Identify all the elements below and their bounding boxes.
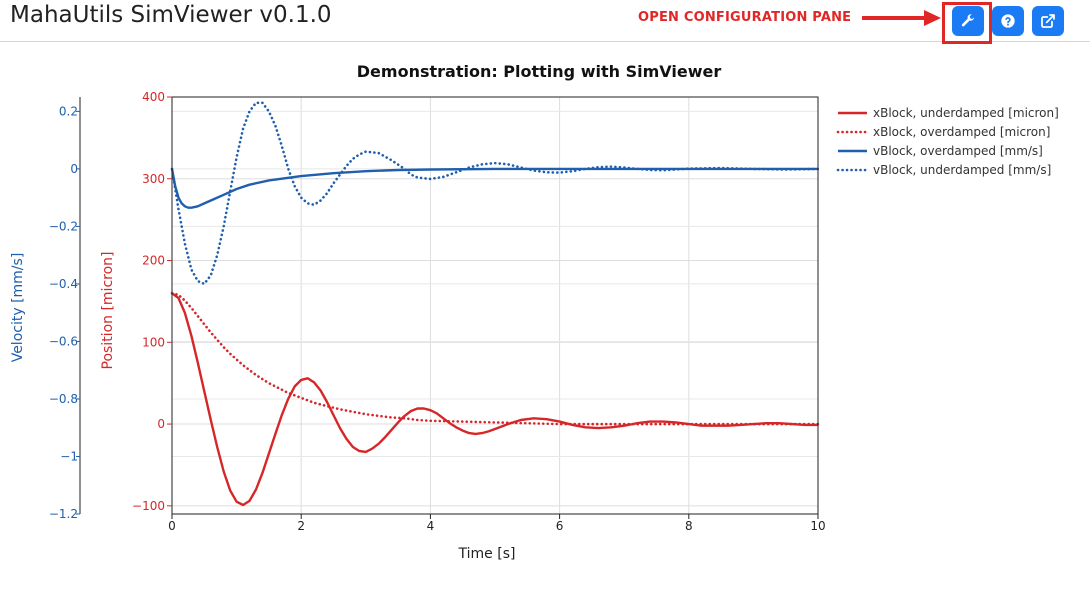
x-tick-label: 2	[297, 519, 305, 533]
plot-border	[171, 96, 819, 515]
external-link-icon	[1041, 14, 1055, 28]
velocity-tick-label: 0	[70, 162, 78, 176]
legend-label-2: vBlock, overdamped [mm/s]	[873, 144, 1043, 158]
velocity-tick-label: −1	[60, 449, 78, 463]
legend-label-1: xBlock, overdamped [micron]	[873, 125, 1050, 139]
x-tick-label: 6	[556, 519, 564, 533]
app-header: MahaUtils SimViewer v0.1.0 OPEN CONFIGUR…	[0, 0, 1090, 44]
x-tick-label: 10	[810, 519, 825, 533]
popout-button[interactable]	[1032, 6, 1064, 36]
x-tick-label: 4	[427, 519, 435, 533]
chart-title: Demonstration: Plotting with SimViewer	[357, 62, 722, 81]
velocity-tick-label: −0.8	[49, 392, 78, 406]
series-group	[170, 101, 820, 507]
annotation-label: OPEN CONFIGURATION PANE	[638, 10, 852, 25]
position-axis-label: Position [micron]	[100, 252, 116, 370]
velocity-tick-label: −1.2	[49, 507, 78, 521]
annotation-arrow-icon	[862, 10, 941, 26]
legend: xBlock, underdamped [micron] xBlock, over…	[836, 106, 1059, 177]
velocity-tick-label: −0.2	[49, 219, 78, 233]
app-title: MahaUtils SimViewer v0.1.0	[10, 2, 332, 28]
velocity-tick-label: −0.4	[49, 277, 78, 291]
x-tick-label: 0	[168, 519, 176, 533]
velocity-tick-label: −0.6	[49, 334, 78, 348]
series-line-3	[170, 101, 820, 286]
velocity-axis-label: Velocity [mm/s]	[10, 253, 26, 363]
position-tick-label: 200	[142, 254, 165, 268]
series-line-1	[170, 291, 820, 426]
wrench-icon	[961, 14, 975, 27]
velocity-tick-label: 0.2	[59, 104, 78, 118]
series-line-0	[171, 292, 818, 507]
x-axis-label: Time [s]	[458, 546, 516, 562]
position-tick-label: 400	[142, 90, 165, 104]
plot-area	[172, 97, 818, 514]
help-circle-icon	[1001, 14, 1015, 28]
position-tick-label: −100	[132, 499, 165, 513]
position-tick-label: 300	[142, 172, 165, 186]
legend-label-3: vBlock, underdamped [mm/s]	[873, 163, 1051, 177]
position-tick-label: 100	[142, 335, 165, 349]
x-tick-label: 8	[685, 519, 693, 533]
config-button[interactable]	[952, 6, 984, 36]
help-button[interactable]	[992, 6, 1024, 36]
position-tick-label: 0	[157, 417, 165, 431]
legend-label-0: xBlock, underdamped [micron]	[873, 106, 1059, 120]
series-line-2	[170, 167, 818, 209]
